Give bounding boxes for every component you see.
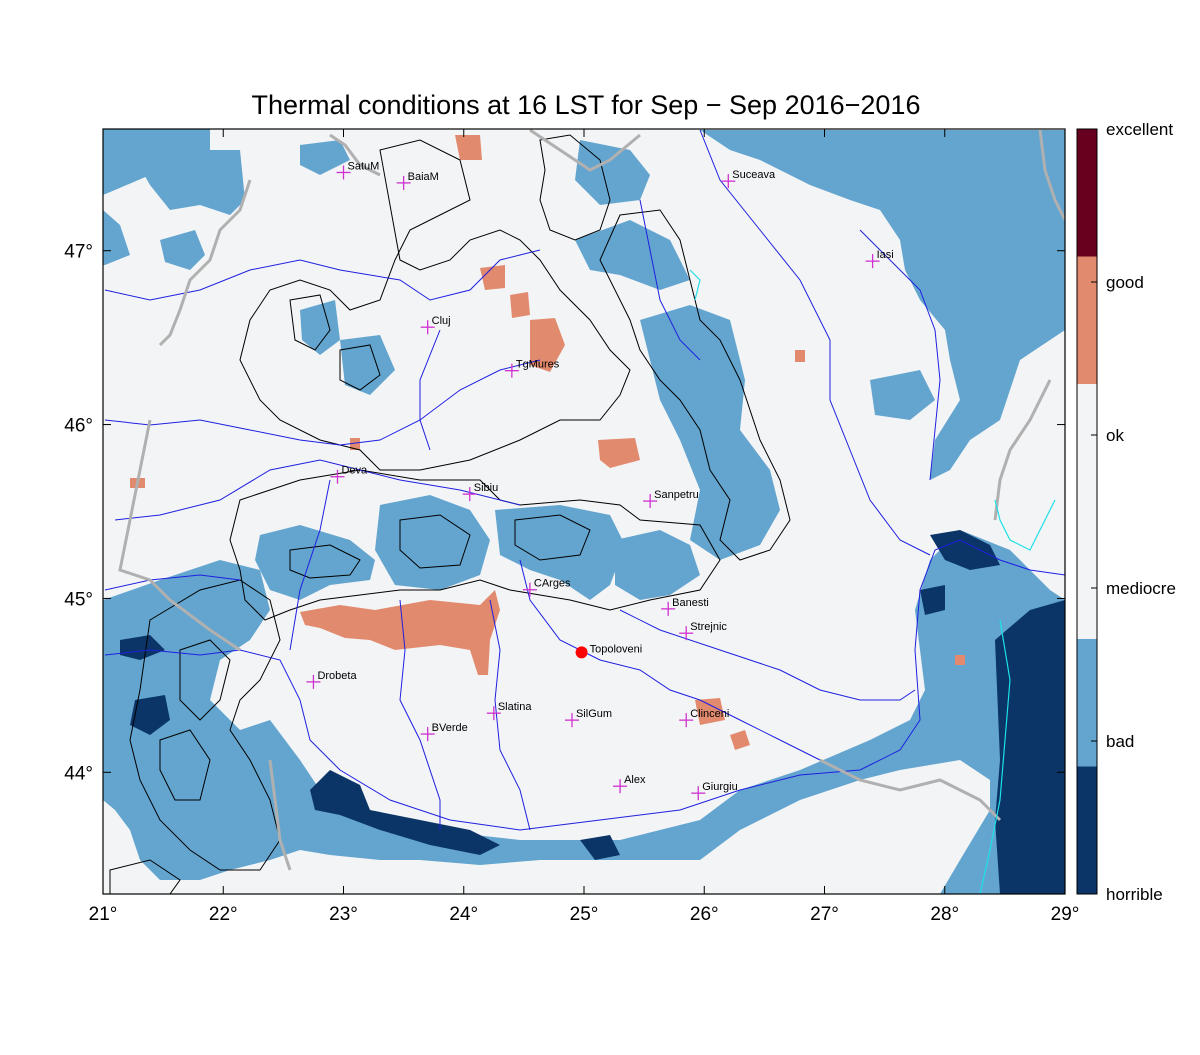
city-marker-strejnic: Strejnic	[679, 621, 727, 641]
city-label: Deva	[341, 465, 368, 477]
colorbar-segment-bad	[1077, 639, 1097, 767]
good-regions	[130, 135, 965, 750]
city-marker-satum: SatuM	[336, 160, 380, 180]
city-markers: SatuM BaiaM Suceava Iasi Cluj TgMures Deva Sibi…	[306, 160, 894, 801]
city-label: SilGum	[576, 708, 612, 720]
city-label: Sibiu	[474, 482, 498, 494]
y-tick-label: 47°	[64, 242, 93, 263]
city-marker-drobeta: Drobeta	[306, 670, 357, 689]
city-label: Clinceni	[690, 708, 729, 720]
city-label: Suceava	[732, 169, 776, 181]
country-borders	[118, 129, 1065, 871]
city-marker-iasi: Iasi	[865, 249, 894, 269]
city-label: TgMures	[516, 359, 560, 371]
x-tick-label: 28°	[930, 904, 959, 925]
colorbar-segment-good	[1077, 256, 1097, 384]
city-marker-baiam: BaiaM	[396, 171, 439, 190]
x-tick-label: 22°	[209, 904, 238, 925]
coastline	[689, 269, 1056, 894]
city-label: SatuM	[348, 160, 380, 172]
x-tick-label: 24°	[449, 904, 478, 925]
x-tick-label: 21°	[89, 904, 118, 925]
y-tick-label: 46°	[64, 416, 93, 437]
x-tick-label: 29°	[1051, 904, 1080, 925]
city-label: Cluj	[432, 315, 451, 327]
highlight-marker: Topoloveni	[575, 643, 643, 659]
city-label: BVerde	[432, 722, 468, 734]
city-label: Banesti	[672, 597, 709, 609]
city-marker-silgum: SilGum	[564, 708, 612, 728]
city-label: Drobeta	[317, 670, 357, 682]
x-tick-label: 27°	[810, 904, 839, 925]
city-marker-carges: CArges	[522, 578, 571, 597]
axis-ticks: 21° 22° 23° 24° 25° 26° 27° 28° 29° 47° 46° 45° 44°	[64, 129, 1079, 925]
colorbar-label: excellent	[1106, 120, 1173, 139]
city-label: Giurgiu	[702, 781, 737, 793]
city-label: Sanpetru	[654, 489, 699, 501]
city-label: Alex	[624, 774, 646, 786]
highlight-dot	[575, 646, 588, 659]
city-marker-sanpetru: Sanpetru	[643, 489, 699, 509]
city-marker-bverde: BVerde	[420, 722, 468, 742]
colorbar-label: mediocre	[1106, 579, 1176, 598]
elevation-contours	[109, 134, 791, 894]
city-marker-alex: Alex	[613, 774, 646, 794]
map-title: Thermal conditions at 16 LST for Sep − S…	[251, 90, 921, 120]
colorbar-segment-excellent	[1077, 129, 1097, 257]
colorbar-label: ok	[1106, 426, 1124, 445]
city-marker-deva: Deva	[330, 465, 368, 484]
colorbar-label: bad	[1106, 732, 1134, 751]
highlight-label: Topoloveni	[590, 643, 643, 655]
city-label: CArges	[534, 578, 571, 590]
city-label: Iasi	[877, 249, 894, 261]
y-tick-label: 45°	[64, 589, 93, 610]
city-label: BaiaM	[408, 171, 439, 183]
colorbar: excellent good ok mediocre bad horrible	[1076, 120, 1176, 904]
city-marker-giurgiu: Giurgiu	[691, 781, 738, 801]
city-marker-clinceni: Clinceni	[679, 708, 729, 728]
city-label: Slatina	[498, 701, 533, 713]
colorbar-segment-mediocre	[1077, 511, 1097, 639]
city-marker-suceava: Suceava	[721, 169, 776, 189]
thermal-field	[103, 129, 1065, 894]
colorbar-segment-ok	[1077, 384, 1097, 512]
city-marker-banesti: Banesti	[661, 597, 709, 616]
colorbar-label: horrible	[1106, 885, 1163, 904]
city-marker-tgmures: TgMures	[504, 359, 560, 378]
colorbar-segment-horrible	[1077, 766, 1097, 894]
x-tick-label: 23°	[329, 904, 358, 925]
colorbar-label: good	[1106, 273, 1144, 292]
x-tick-label: 25°	[570, 904, 599, 925]
horrible-regions	[120, 530, 1065, 894]
rivers	[104, 129, 1065, 831]
city-label: Strejnic	[690, 621, 727, 633]
city-marker-cluj: Cluj	[420, 315, 451, 335]
city-marker-sibiu: Sibiu	[462, 482, 498, 502]
y-tick-label: 44°	[64, 763, 93, 784]
colorbar-frame	[1076, 128, 1098, 895]
x-tick-label: 26°	[690, 904, 719, 925]
city-marker-slatina: Slatina	[486, 701, 533, 721]
